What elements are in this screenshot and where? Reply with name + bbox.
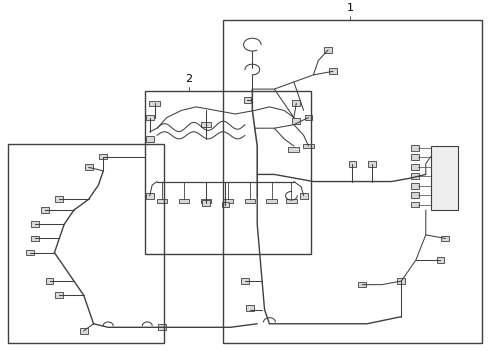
Bar — [348, 161, 356, 167]
Bar — [221, 202, 229, 207]
Bar — [411, 183, 419, 189]
Bar — [146, 136, 154, 142]
Bar — [178, 199, 189, 203]
Bar — [368, 161, 376, 167]
Bar — [31, 235, 39, 241]
Bar — [149, 101, 160, 105]
Bar — [305, 115, 313, 120]
Bar — [31, 221, 39, 227]
Bar — [397, 278, 405, 284]
Bar — [411, 174, 419, 179]
Bar — [300, 193, 308, 199]
Bar — [324, 47, 332, 53]
Bar — [411, 202, 419, 207]
Bar — [26, 250, 34, 256]
Bar — [55, 292, 63, 298]
Bar — [46, 278, 53, 284]
Bar — [157, 199, 167, 203]
Bar — [411, 164, 419, 170]
Bar — [267, 199, 277, 203]
Bar — [431, 146, 458, 210]
Bar — [289, 147, 299, 152]
Bar — [80, 328, 88, 334]
Bar — [303, 144, 314, 148]
Bar — [293, 100, 300, 106]
Bar — [223, 20, 482, 343]
Bar — [222, 199, 233, 203]
Bar — [293, 118, 300, 124]
Bar — [244, 97, 251, 103]
Bar — [246, 305, 254, 311]
Bar — [245, 199, 255, 203]
Bar — [146, 115, 154, 120]
Bar — [202, 200, 210, 206]
Bar — [358, 282, 366, 288]
Bar — [85, 165, 93, 170]
Bar — [99, 154, 107, 159]
Bar — [200, 122, 211, 127]
Bar — [411, 145, 419, 150]
Bar — [8, 144, 164, 343]
Bar — [55, 197, 63, 202]
Bar — [241, 278, 249, 284]
Bar — [441, 235, 449, 241]
Text: 2: 2 — [185, 74, 193, 84]
Bar — [200, 199, 211, 203]
Bar — [437, 257, 444, 262]
Bar — [411, 192, 419, 198]
Bar — [286, 199, 297, 203]
Bar — [41, 207, 49, 213]
Bar — [411, 154, 419, 160]
Bar — [158, 324, 166, 330]
Bar — [145, 91, 311, 255]
Bar — [146, 193, 154, 199]
Text: 1: 1 — [346, 3, 354, 13]
Bar — [329, 68, 337, 74]
